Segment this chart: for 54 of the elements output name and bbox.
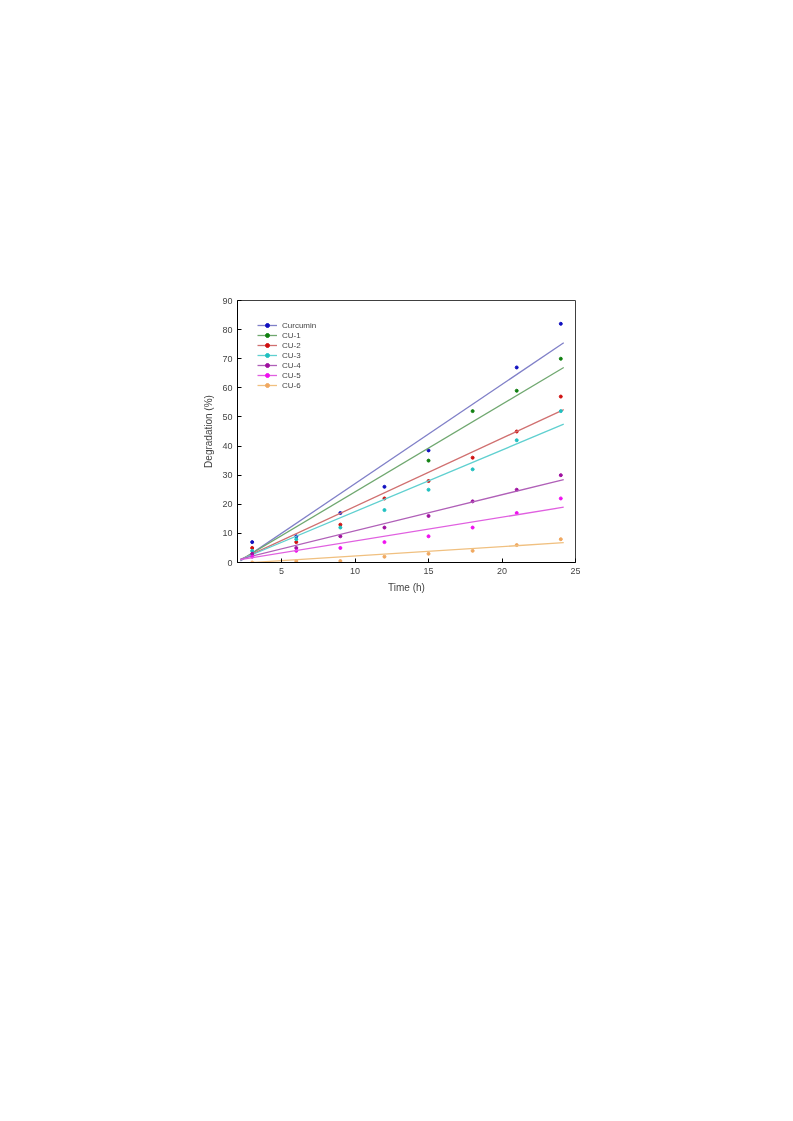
point [514,388,519,393]
point [338,545,343,550]
point [426,487,431,492]
legend-label: CU-4 [282,360,302,370]
legend-label: CU-5 [282,370,302,380]
legend-label: CU-6 [282,380,302,390]
point [250,540,255,545]
point [514,511,519,516]
point [426,513,431,518]
y-tick-label: 90 [222,295,233,306]
legend-label: CU-1 [282,330,302,340]
y-tick-label: 60 [222,382,233,393]
point [382,508,387,513]
x-axis-title: Time (h) [388,581,425,593]
y-tick-label: 30 [222,470,233,481]
x-tick-label: 5 [279,565,285,576]
point [514,438,519,443]
point [558,473,563,478]
point [558,321,563,326]
x-tick-label: 20 [497,565,508,576]
point [426,458,431,463]
point [382,554,387,559]
y-tick-label: 40 [222,441,233,452]
legend-label: CU-3 [282,350,302,360]
y-axis-title: Degradation (%) [203,395,215,468]
y-tick-label: 0 [227,557,233,568]
x-tick-label: 10 [350,565,361,576]
point [382,540,387,545]
y-tick-label: 10 [222,528,233,539]
legend-label: Curcumin [282,320,317,330]
point [470,548,475,553]
y-tick-label: 80 [222,324,233,335]
point [558,356,563,361]
y-tick-label: 20 [222,499,233,510]
point [470,409,475,414]
point [338,559,343,563]
point [426,534,431,539]
x-tick-label: 25 [570,565,581,576]
point [382,525,387,530]
point [558,496,563,501]
y-tick-label: 70 [222,353,233,364]
point [558,394,563,399]
point [382,484,387,489]
point [426,448,431,453]
point [558,409,563,414]
point [470,455,475,460]
point [470,467,475,472]
legend-label: CU-2 [282,340,302,350]
point [514,365,519,370]
y-tick-label: 50 [222,411,233,422]
point [470,525,475,530]
x-tick-label: 15 [423,565,434,576]
point [558,537,563,542]
point [426,551,431,556]
